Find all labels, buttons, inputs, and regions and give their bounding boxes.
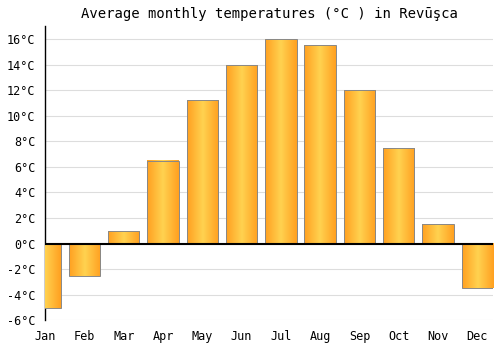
- Title: Average monthly temperatures (°C ) in Revūşca: Average monthly temperatures (°C ) in Re…: [80, 7, 458, 21]
- Bar: [265, 39, 296, 244]
- Bar: [30, 244, 61, 308]
- Bar: [304, 46, 336, 244]
- Bar: [148, 161, 178, 244]
- Bar: [344, 90, 375, 244]
- Bar: [226, 65, 258, 244]
- Bar: [462, 244, 493, 288]
- Bar: [186, 100, 218, 244]
- Bar: [68, 244, 100, 275]
- Bar: [383, 148, 414, 244]
- Bar: [108, 231, 140, 244]
- Bar: [422, 224, 454, 244]
